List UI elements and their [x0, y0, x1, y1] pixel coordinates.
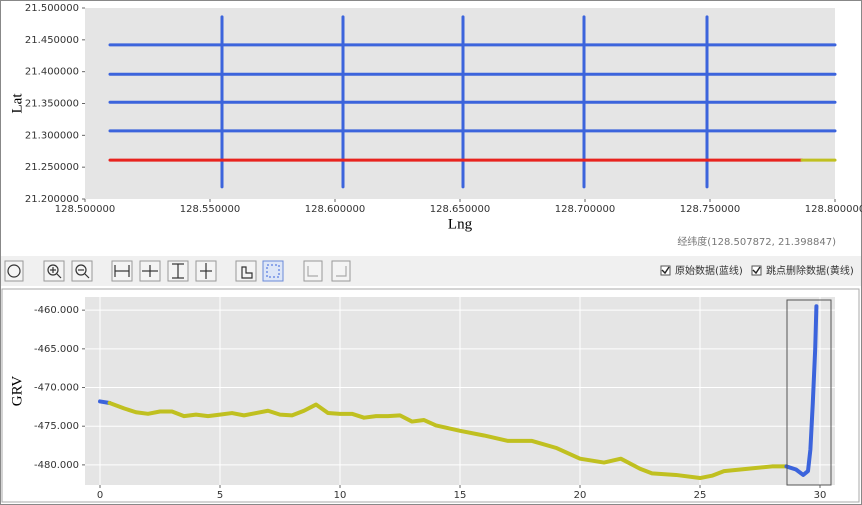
y-tick-label: -465.000: [34, 344, 79, 355]
x-tick-label: 20: [574, 490, 587, 501]
toolbar-buttons: [4, 260, 351, 282]
y-tick-label: 21.450000: [25, 35, 79, 46]
shrink-y-button[interactable]: [195, 260, 217, 282]
x-tick-label: 15: [454, 490, 467, 501]
coordinate-status: 经纬度(128.507872, 21.398847): [677, 235, 836, 248]
y-axis-label: Lat: [9, 93, 25, 114]
zoom-in-button[interactable]: [43, 260, 65, 282]
redo-button[interactable]: [331, 260, 351, 282]
y-tick-label: 21.300000: [25, 130, 79, 141]
selection-box: [786, 299, 832, 486]
x-tick-label: 128.750000: [680, 204, 740, 215]
x-tick-label: 128.700000: [555, 204, 615, 215]
reset-button[interactable]: [4, 260, 24, 282]
y-tick-label: -480.000: [34, 460, 79, 471]
y-axis-label: GRV: [9, 376, 25, 407]
x-axis-label: Lng: [448, 216, 473, 232]
y-tick-label: 21.250000: [25, 162, 79, 173]
x-tick-label: 10: [334, 490, 347, 501]
checkbox-filtered[interactable]: 跳点删除数据(黄线): [751, 264, 854, 277]
y-tick-label: 21.200000: [25, 194, 79, 205]
checkbox-label: 跳点删除数据(黄线): [766, 264, 854, 277]
y-tick-label: -470.000: [34, 383, 79, 394]
data-layer: [98, 15, 837, 481]
x-tick-label: 0: [97, 490, 103, 501]
stretch-x-button[interactable]: [111, 260, 133, 282]
x-tick-label: 128.500000: [55, 204, 115, 215]
x-tick-label: 5: [217, 490, 223, 501]
x-tick-label: 128.800000: [805, 204, 862, 215]
labels: 128.500000 128.550000 128.600000 128.650000…: [9, 3, 862, 501]
x-tick-label: 30: [814, 490, 827, 501]
lower-panel-border: [1, 288, 860, 503]
zoom-out-button[interactable]: [71, 260, 93, 282]
checkbox-original[interactable]: 原始数据(蓝线): [660, 264, 743, 277]
x-tick-label: 25: [694, 490, 707, 501]
y-tick-label: 21.350000: [25, 99, 79, 110]
data-line: [784, 304, 819, 477]
grid: [82, 7, 836, 488]
select-button[interactable]: [262, 260, 284, 282]
undo-button[interactable]: [303, 260, 323, 282]
x-tick-label: 128.550000: [180, 204, 240, 215]
data-line: [107, 400, 789, 481]
x-tick-label: 128.600000: [305, 204, 365, 215]
x-tick-label: 128.650000: [430, 204, 490, 215]
checkbox-label: 原始数据(蓝线): [675, 264, 743, 277]
pan-button[interactable]: [235, 260, 257, 282]
shrink-x-button[interactable]: [139, 260, 161, 282]
y-tick-label: 21.500000: [25, 3, 79, 14]
y-tick-label: 21.400000: [25, 67, 79, 78]
y-tick-label: -460.000: [34, 305, 79, 316]
stretch-y-button[interactable]: [167, 260, 189, 282]
y-tick-label: -475.000: [34, 421, 79, 432]
